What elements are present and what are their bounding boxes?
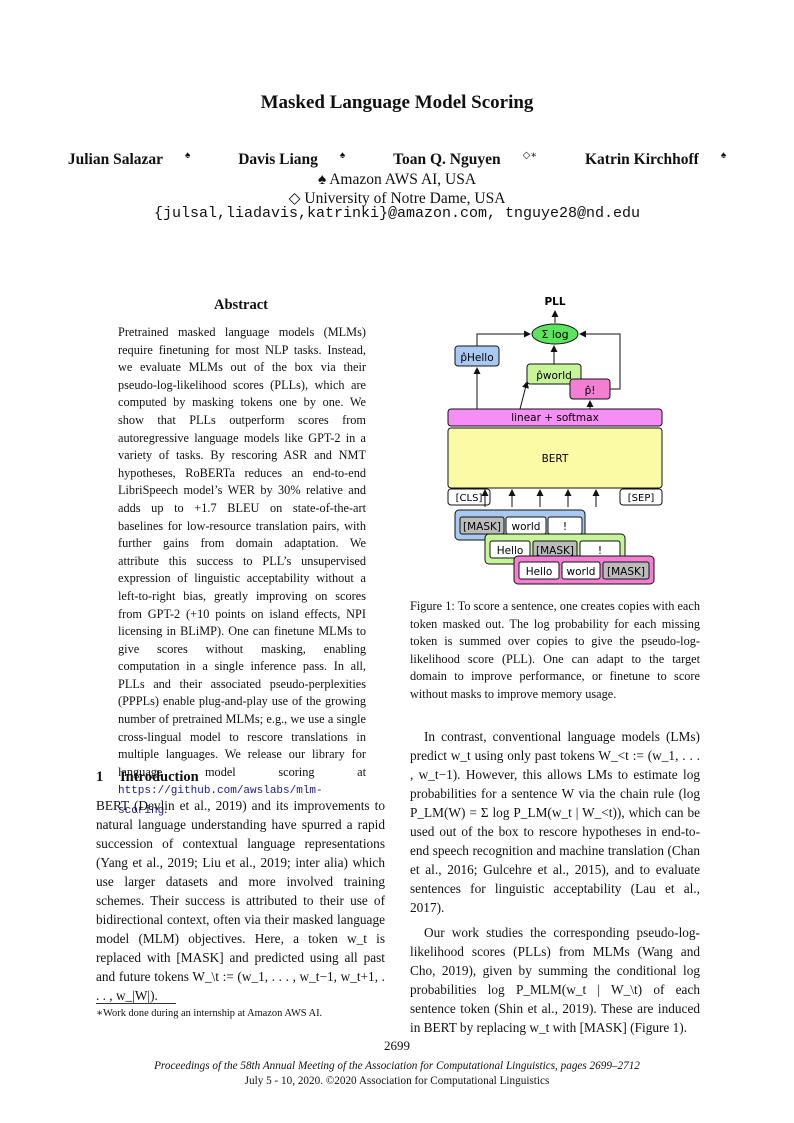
token: !	[598, 545, 602, 557]
author: Davis Liang ♠	[238, 150, 346, 169]
linear-softmax-layer	[447, 408, 663, 427]
bert-label: BERT	[542, 453, 569, 465]
mask-token	[459, 516, 505, 535]
paragraph: In contrast, conventional language model…	[410, 729, 700, 915]
sep-label: [SEP]	[628, 493, 655, 504]
sum-log-label: Σ log	[541, 328, 568, 341]
bert-block	[447, 427, 663, 489]
section-heading: 1 Introduction	[96, 769, 199, 785]
paragraph: Our work studies the corresponding pseud…	[410, 925, 700, 1035]
author-emails: {julsal,liadavis,katrinki}@amazon.com, t…	[153, 205, 641, 222]
cls-label: [CLS]	[456, 493, 483, 504]
sum-log-node	[531, 323, 579, 345]
mask-token	[602, 561, 650, 580]
token: [MASK]	[463, 521, 501, 533]
token: [MASK]	[607, 566, 645, 578]
p-world-label: p̂world	[536, 370, 572, 382]
affiliation: ◇ University of Notre Dame, USA	[288, 190, 506, 207]
token-box	[489, 540, 531, 559]
author: Julian Salazar ♠	[67, 150, 191, 169]
page-number: 2699	[384, 1038, 410, 1053]
token: world	[512, 521, 541, 533]
figure-caption: Figure 1: To score a sentence, one creat…	[410, 599, 700, 701]
p-excl-label: p̂!	[585, 385, 596, 397]
token: Hello	[526, 566, 553, 578]
linear-softmax-label: linear + softmax	[511, 412, 599, 424]
token: Hello	[497, 545, 524, 557]
author: Katrin Kirchhoff ♠	[585, 150, 727, 169]
token: [MASK]	[536, 545, 574, 557]
repo-link[interactable]: https://github.com/awslabs/mlm-scoring	[118, 785, 323, 818]
token-box	[561, 561, 601, 580]
token-box	[518, 561, 560, 580]
footnote: ∗Work done during an internship at Amazo…	[96, 1008, 323, 1019]
affiliation: ♠ Amazon AWS AI, USA	[317, 171, 477, 188]
abstract-heading: Abstract	[214, 297, 268, 313]
token: !	[563, 521, 567, 533]
p-hello-label: p̂Hello	[460, 352, 493, 364]
author-list: Julian Salazar ♠ Davis Liang ♠ Toan Q. Ngu…	[0, 150, 794, 169]
cls-token	[447, 488, 491, 506]
pll-label: PLL	[544, 296, 565, 308]
footnote-rule	[96, 1003, 176, 1004]
intro-paragraph: BERT (Devlin et al., 2019) and its impro…	[96, 798, 385, 1003]
abstract-text: Pretrained masked language models (MLMs)…	[118, 325, 366, 818]
figure-1: PLL Σ log p̂Hello p̂world p̂! linear + s…	[410, 290, 700, 590]
paper-title: Masked Language Model Scoring	[260, 92, 534, 113]
token: world	[567, 566, 596, 578]
proceedings-footer: Proceedings of the 58th Annual Meeting o…	[154, 1060, 640, 1087]
sep-token	[619, 488, 663, 506]
right-column-text: In contrast, conventional language model…	[410, 727, 700, 1043]
author: Toan Q. Nguyen ◇∗	[393, 150, 538, 169]
